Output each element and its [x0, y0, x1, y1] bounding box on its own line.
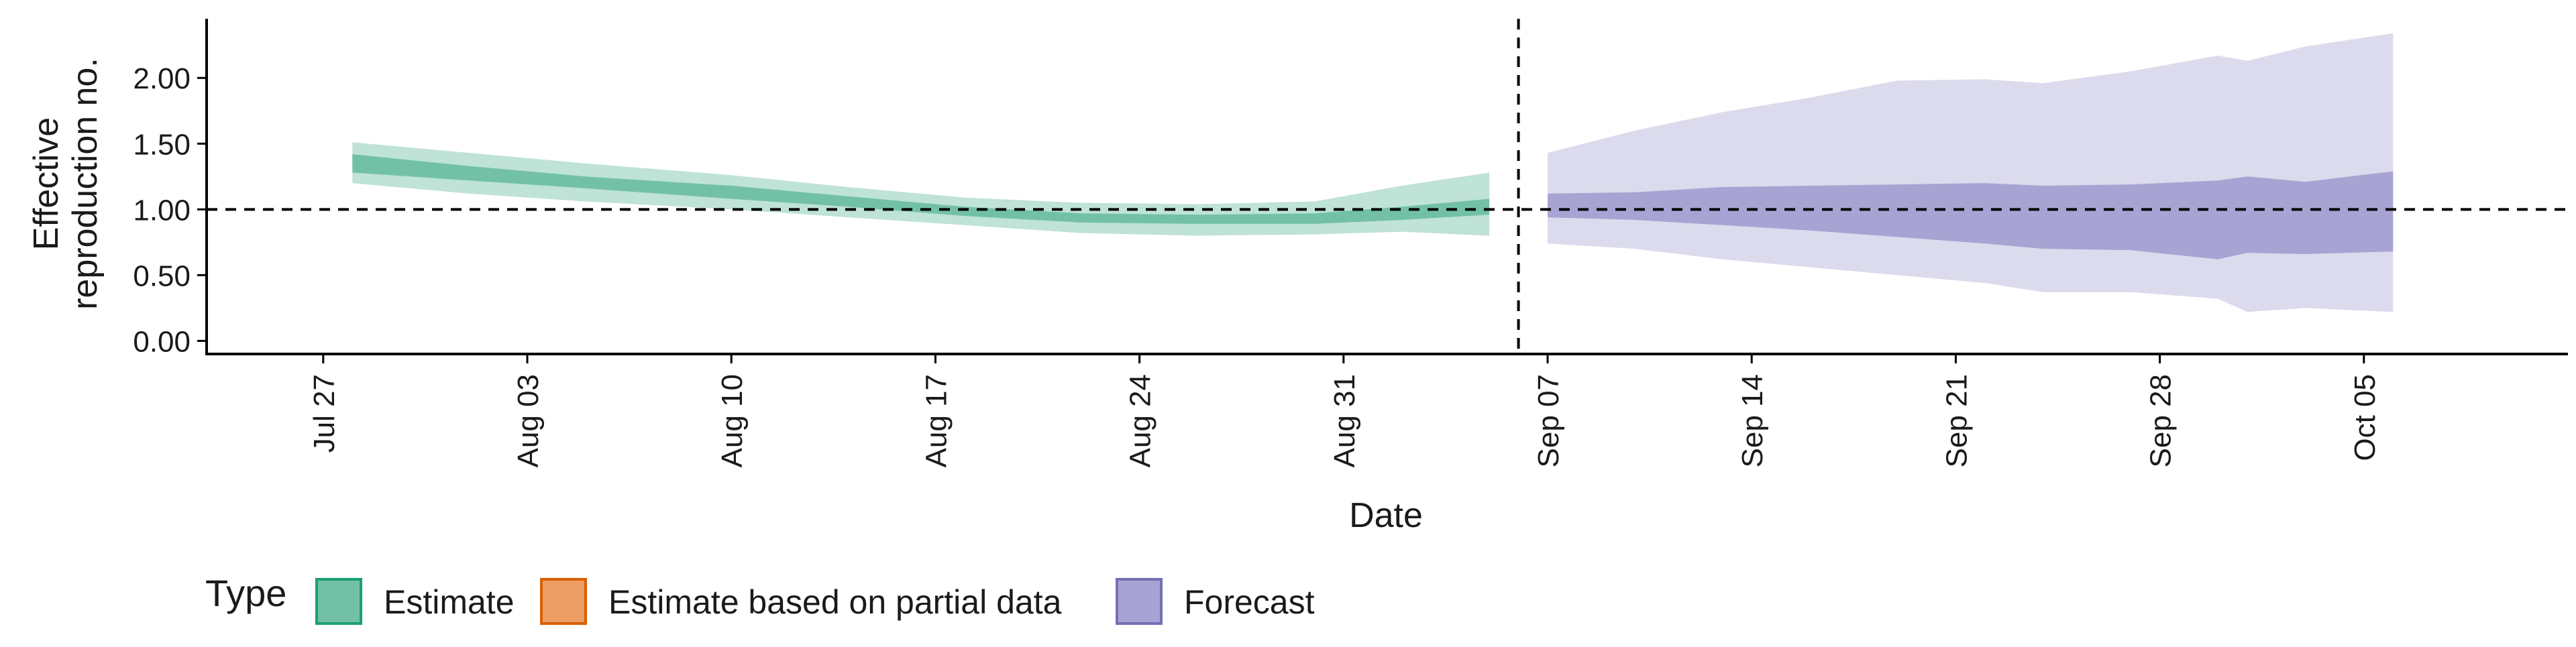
x-tick-label: Sep 07	[1532, 374, 1565, 467]
ribbon-outer-forecast	[1548, 33, 2394, 312]
x-tick-label: Aug 17	[920, 374, 953, 467]
ribbon-inner-forecast	[1548, 171, 2394, 259]
y-tick-label: 1.00	[133, 194, 191, 227]
legend-label-estimate-based-on-partial-data: Estimate based on partial data	[608, 583, 1062, 621]
x-tick-label: Sep 21	[1940, 374, 1973, 467]
x-tick-label: Aug 31	[1328, 374, 1361, 467]
x-tick-label: Sep 28	[2145, 374, 2178, 467]
y-tick-label: 0.00	[133, 325, 191, 358]
legend-key-estimate	[315, 578, 362, 625]
x-axis-title: Date	[1349, 496, 1423, 535]
legend-title: Type	[205, 572, 286, 614]
y-tick-label: 2.00	[133, 62, 191, 95]
y-axis-title-line: Effective	[27, 117, 66, 250]
y-tick-label: 0.50	[133, 259, 191, 292]
y-tick-label: 1.50	[133, 128, 191, 161]
legend-key-estimate-based-on-partial-data	[540, 578, 587, 625]
x-tick-label: Aug 24	[1124, 374, 1157, 467]
x-tick-label: Aug 10	[716, 374, 749, 467]
legend-label-estimate: Estimate	[384, 583, 515, 621]
legend-key-forecast	[1116, 578, 1163, 625]
y-axis-title: Effectivereproduction no.	[27, 58, 105, 310]
ribbon-outer-estimate	[352, 142, 1490, 236]
x-tick-label: Aug 03	[512, 374, 545, 467]
x-tick-label: Jul 27	[308, 374, 341, 453]
legend-label-forecast: Forecast	[1184, 583, 1315, 621]
x-tick-label: Sep 14	[1736, 374, 1769, 467]
x-tick-label: Oct 05	[2349, 374, 2381, 461]
y-axis-title-line: reproduction no.	[66, 58, 105, 310]
